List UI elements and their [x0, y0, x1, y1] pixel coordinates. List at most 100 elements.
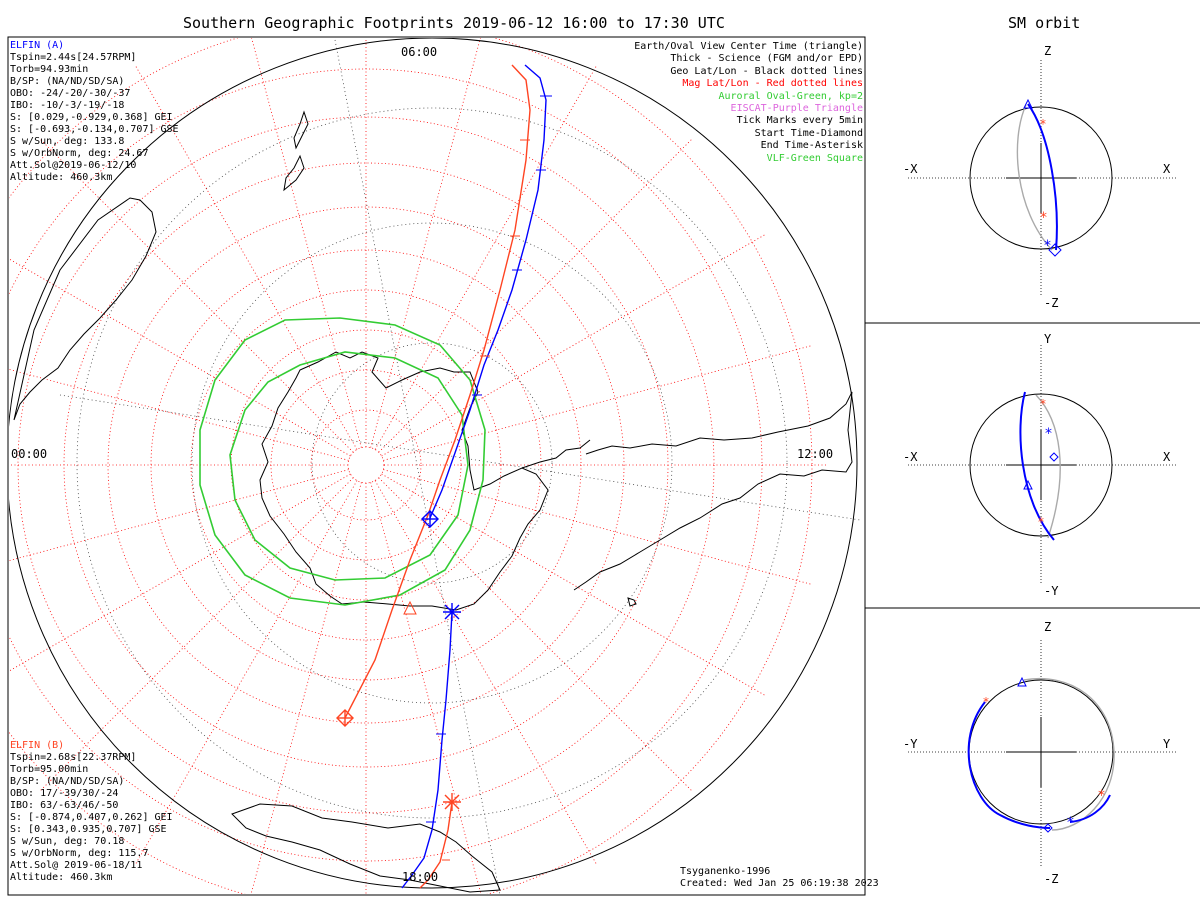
elfin-a-line: S: [0.029,-0.929,0.368] GEI: [10, 112, 173, 123]
mag-meridian: [383, 469, 811, 585]
sm-panel-yz: * * *: [908, 640, 1178, 868]
mag-meridian: [40, 139, 354, 453]
mag-meridian: [370, 482, 482, 894]
elfin-b-name: ELFIN (B): [10, 740, 65, 751]
panel3-left-label: -Y: [903, 737, 918, 751]
panel3-top-label: Z: [1044, 620, 1052, 634]
geo-grid: [59, 39, 861, 894]
elfin-a-ticks: [426, 95, 552, 823]
mag-meridian: [251, 38, 362, 448]
sm-panel-xy: * * *: [908, 345, 1178, 585]
model-credit: Tsyganenko-1996: [680, 866, 771, 877]
elfin-b-line: IBO: 63/-63/46/-50: [10, 800, 119, 811]
mag-meridian: [374, 66, 597, 450]
antarctic-peninsula: [521, 439, 591, 469]
mag-meridians: [9, 38, 826, 894]
mag-meridian: [381, 234, 765, 457]
mag-meridian: [378, 477, 692, 791]
panel3-right-label: Y: [1163, 737, 1171, 751]
legend-item: Auroral Oval-Green, kp=2: [718, 90, 864, 102]
svg-text:*: *: [1038, 515, 1044, 529]
elfin-a-track-lower: [401, 611, 453, 889]
legend: Earth/Oval View Center Time (triangle) T…: [634, 41, 863, 165]
elfin-a-start-diamond: [421, 510, 439, 528]
elfin-b-start-diamond: [336, 709, 354, 727]
mag-meridian: [378, 139, 692, 453]
mlt-label-right: 12:00: [797, 447, 834, 461]
elfin-b-line: S w/OrbNorm, deg: 115.7: [10, 848, 149, 859]
mlt-label-bottom: 18:00: [402, 870, 439, 884]
legend-item: Tick Marks every 5min: [736, 115, 863, 127]
elfin-b-line: S: [-0.874,0.407,0.262] GEI: [10, 812, 173, 823]
new-zealand-coastline: [283, 110, 309, 192]
legend-item: Start Time-Diamond: [754, 127, 863, 139]
legend-item: Mag Lat/Lon - Red dotted lines: [682, 78, 863, 90]
panel1-left-label: -X: [903, 162, 918, 176]
legend-item: Earth/Oval View Center Time (triangle): [634, 41, 863, 52]
main-title: Southern Geographic Footprints 2019-06-1…: [183, 14, 725, 32]
earth-limb: [9, 38, 858, 889]
panel2-left-label: -X: [903, 450, 918, 464]
elfin-a-line: Att.Sol@2019-06-12/10: [10, 160, 137, 171]
elfin-b-track-lower: [419, 801, 453, 889]
mag-meridian: [381, 473, 765, 696]
mag-meridian: [374, 480, 597, 864]
panel1-right-label: X: [1163, 162, 1171, 176]
auroral-oval-outer: [199, 317, 486, 606]
center-marker: [403, 600, 417, 615]
elfin-a-line: Tspin=2.44s[24.57RPM]: [10, 52, 137, 63]
elfin-a-info: ELFIN (A) Tspin=2.44s[24.57RPM] Torb=94.…: [10, 40, 179, 184]
mag-meridian: [9, 473, 351, 672]
sm-orbit-title: SM orbit: [1008, 14, 1081, 32]
legend-item: End Time-Asterisk: [760, 140, 863, 152]
elfin-b-line: Torb=95.00min: [10, 764, 89, 775]
svg-text:*: *: [1067, 815, 1074, 831]
panel1-top-label: Z: [1044, 44, 1052, 58]
south-america-coastline: [573, 391, 853, 591]
elfin-a-line: IBO: -10/-3/-19/-18: [10, 100, 125, 111]
mag-meridian: [383, 345, 811, 461]
elfin-a-track: [429, 64, 547, 519]
legend-item: Thick - Science (FGM and/or EPD): [670, 53, 863, 65]
svg-text:*: *: [1044, 238, 1051, 254]
elfin-b-line: OBO: 17/-39/30/-24: [10, 788, 119, 799]
elfin-b-track: [344, 64, 531, 719]
elfin-b-end-asterisk: [443, 793, 461, 811]
antarctica-coastline: [259, 351, 549, 611]
svg-text:*: *: [1040, 210, 1047, 226]
mag-meridian: [135, 66, 358, 450]
elfin-a-name: ELFIN (A): [10, 40, 65, 51]
svg-text:*: *: [1040, 117, 1046, 131]
svg-text:*: *: [1045, 426, 1052, 442]
elfin-b-ticks: [442, 139, 530, 861]
mag-meridian: [9, 368, 349, 461]
panel2-right-label: X: [1163, 450, 1171, 464]
mag-meridian: [9, 469, 349, 562]
svg-text:*: *: [1098, 788, 1105, 804]
elfin-b-line: S w/Sun, deg: 70.18: [10, 836, 125, 847]
elfin-b-line: Att.Sol@ 2019-06-18/11: [10, 860, 143, 871]
created-credit: Created: Wed Jan 25 06:19:38 2023: [680, 878, 879, 889]
elfin-b-line: Altitude: 460.3km: [10, 872, 113, 883]
mlt-label-top: 06:00: [401, 45, 438, 59]
panel2-bottom-label: -Y: [1044, 584, 1059, 598]
elfin-a-line: S w/OrbNorm, deg: 24.67: [10, 148, 149, 159]
elfin-a-line: Altitude: 460.3km: [10, 172, 113, 183]
polar-map: [9, 38, 861, 894]
elfin-b-info: ELFIN (B) Tspin=2.68s[22.37RPM] Torb=95.…: [10, 740, 173, 884]
elfin-b-line: B/SP: (NA/ND/SD/SA): [10, 776, 125, 787]
svg-text:*: *: [1040, 397, 1046, 411]
elfin-a-line: S w/Sun, deg: 133.8: [10, 136, 125, 147]
elfin-a-end-asterisk: [443, 603, 461, 621]
panel2-top-label: Y: [1044, 332, 1052, 346]
elfin-a-line: B/SP: (NA/ND/SD/SA): [10, 76, 125, 87]
legend-item: VLF-Green Square: [766, 152, 863, 164]
falkland-islands: [627, 597, 637, 607]
map-frame: [7, 36, 866, 896]
sm-panel-xz: * * *: [908, 60, 1178, 296]
mag-meridian: [9, 258, 351, 457]
elfin-a-line: Torb=94.93min: [10, 64, 89, 75]
mag-meridian: [40, 477, 354, 791]
legend-item: Geo Lat/Lon - Black dotted lines: [670, 65, 863, 77]
